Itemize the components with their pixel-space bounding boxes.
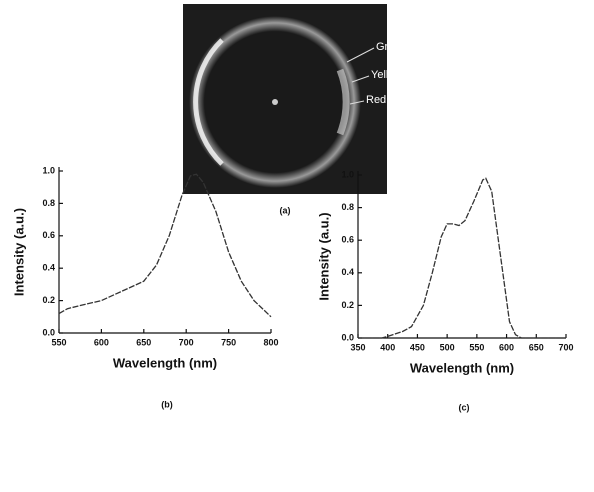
x-tick-label: 450 bbox=[410, 342, 425, 352]
y-tick-label: 0.0 bbox=[42, 327, 55, 337]
line bbox=[58, 173, 272, 318]
y-tick-label: 0.6 bbox=[42, 230, 55, 240]
x-axis-label: Wavelength (nm) bbox=[113, 355, 217, 370]
x-tick-label: 700 bbox=[179, 337, 194, 347]
label: Red bbox=[366, 94, 386, 106]
caption: (a) bbox=[280, 205, 291, 215]
y-tick-label: 0.2 bbox=[42, 295, 55, 305]
caption: (c) bbox=[459, 402, 470, 412]
y-tick-label: 0.4 bbox=[42, 263, 55, 273]
center-dot bbox=[272, 99, 278, 105]
y-axis-label: Intensity (a.u.) bbox=[11, 208, 26, 296]
leader-line bbox=[346, 47, 375, 63]
x-tick-label: 650 bbox=[136, 337, 151, 347]
leader-line bbox=[349, 100, 365, 105]
x-tick-label: 750 bbox=[221, 337, 236, 347]
y-tick-label: 0.8 bbox=[341, 202, 354, 212]
y-tick-label: 1.0 bbox=[42, 165, 55, 175]
y-tick-label: 0.2 bbox=[341, 300, 354, 310]
x-axis-label: Wavelength (nm) bbox=[410, 360, 514, 375]
caption: (b) bbox=[161, 399, 173, 409]
y-tick-label: 0.4 bbox=[341, 267, 354, 277]
y-tick-label: 0.8 bbox=[42, 198, 55, 208]
x-tick-label: 600 bbox=[499, 342, 514, 352]
ring-highlight bbox=[193, 38, 224, 166]
x-tick-label: 350 bbox=[350, 342, 365, 352]
label: Yellow bbox=[371, 69, 402, 81]
label: Green bbox=[376, 41, 407, 53]
y-tick-label: 1.0 bbox=[341, 169, 354, 179]
x-tick-label: 650 bbox=[529, 342, 544, 352]
x-tick-label: 550 bbox=[51, 337, 66, 347]
ring-highlight bbox=[336, 68, 350, 136]
x-tick-label: 800 bbox=[263, 337, 278, 347]
panel-a: Green Yellow Red (a) bbox=[183, 4, 407, 215]
leader-line bbox=[351, 75, 370, 83]
x-tick-label: 550 bbox=[469, 342, 484, 352]
y-tick-label: 0.6 bbox=[341, 235, 354, 245]
y-tick-label: 0.0 bbox=[341, 332, 354, 342]
line bbox=[358, 177, 566, 339]
x-tick-label: 700 bbox=[558, 342, 573, 352]
x-tick-label: 500 bbox=[440, 342, 455, 352]
y-axis-label: Intensity (a.u.) bbox=[316, 212, 331, 300]
x-tick-label: 400 bbox=[380, 342, 395, 352]
x-tick-label: 600 bbox=[94, 337, 109, 347]
